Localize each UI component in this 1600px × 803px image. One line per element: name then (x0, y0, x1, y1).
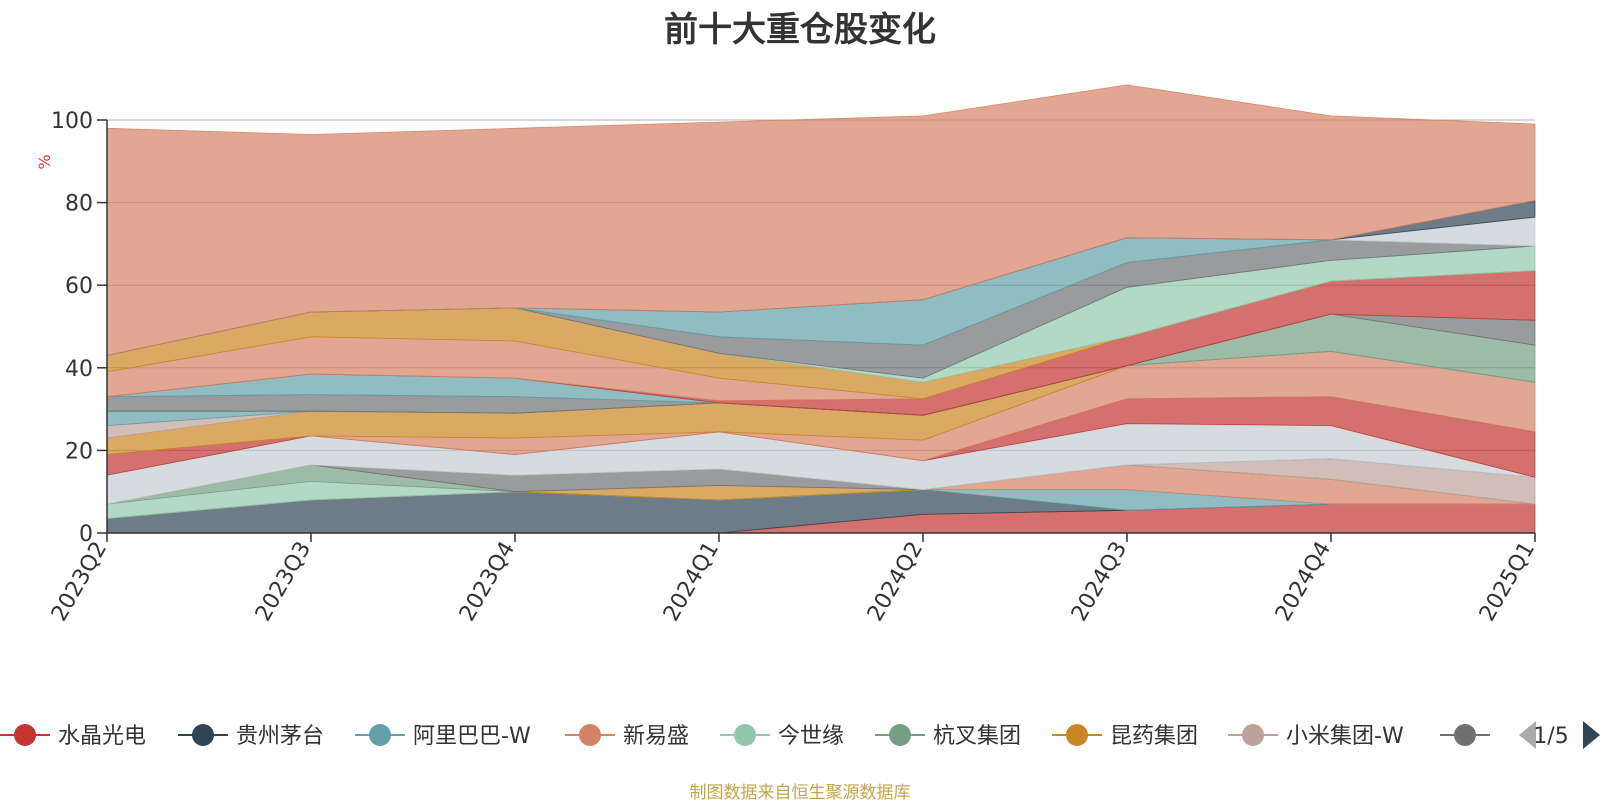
x-tick-label: 2023Q3 (251, 538, 316, 626)
y-tick-label: 20 (65, 439, 93, 464)
area-series-band-26 (106, 84, 1536, 356)
y-tick-label: 60 (65, 274, 93, 299)
x-tick-label: 2024Q1 (659, 538, 724, 626)
y-axis-label: % (35, 154, 54, 169)
legend-marker-icon (192, 724, 214, 746)
legend-item-水晶光电[interactable]: 水晶光电 (0, 724, 146, 749)
legend-item-贵州茅台[interactable]: 贵州茅台 (178, 724, 324, 749)
y-tick-label: 100 (51, 109, 93, 134)
legend-item-今世缘[interactable]: 今世缘 (720, 724, 844, 749)
chart-title: 前十大重仓股变化 (664, 10, 936, 50)
legend-label: 阿里巴巴-W (413, 724, 531, 749)
legend-marker-icon (1066, 724, 1088, 746)
x-tick-label: 2025Q1 (1475, 538, 1540, 626)
source-note: 制图数据来自恒生聚源数据库 (689, 783, 911, 803)
legend-marker-icon (1242, 724, 1264, 746)
legend-item-unnamed[interactable] (1440, 724, 1490, 746)
legend-marker-icon (369, 724, 391, 746)
legend-label: 水晶光电 (58, 724, 146, 749)
legend-item-阿里巴巴-W[interactable]: 阿里巴巴-W (355, 724, 531, 749)
legend-next-page-icon[interactable] (1583, 721, 1600, 749)
legend-label: 昆药集团 (1110, 724, 1198, 749)
x-tick-label: 2024Q3 (1067, 538, 1132, 626)
legend-page-indicator: 1/5 (1533, 724, 1568, 749)
legend-item-新易盛[interactable]: 新易盛 (565, 724, 689, 749)
legend-item-杭叉集团[interactable]: 杭叉集团 (875, 724, 1021, 749)
x-tick-label: 2023Q4 (455, 538, 520, 626)
legend-marker-icon (1454, 724, 1476, 746)
y-tick-label: 80 (65, 192, 93, 217)
legend-item-小米集团-W[interactable]: 小米集团-W (1228, 724, 1404, 749)
legend-item-昆药集团[interactable]: 昆药集团 (1052, 724, 1198, 749)
y-tick-label: 0 (79, 522, 93, 547)
x-tick-label: 2024Q2 (863, 538, 928, 626)
area-series (106, 84, 1536, 534)
x-tick-label: 2024Q4 (1271, 538, 1336, 626)
y-tick-label: 40 (65, 357, 93, 382)
legend-label: 今世缘 (778, 724, 844, 749)
legend[interactable]: 水晶光电 贵州茅台 阿里巴巴-W 新易盛 今世缘 杭叉集团 昆药集团 小米集团-W 1/5 (0, 721, 1600, 749)
legend-label: 杭叉集团 (933, 724, 1021, 749)
legend-marker-icon (889, 724, 911, 746)
legend-label: 小米集团-W (1286, 724, 1404, 749)
legend-marker-icon (14, 724, 36, 746)
legend-marker-icon (579, 724, 601, 746)
legend-label: 贵州茅台 (236, 724, 324, 749)
legend-marker-icon (734, 724, 756, 746)
legend-prev-page-icon[interactable] (1519, 721, 1536, 749)
legend-label: 新易盛 (623, 724, 689, 749)
x-tick-label: 2023Q2 (47, 538, 112, 626)
